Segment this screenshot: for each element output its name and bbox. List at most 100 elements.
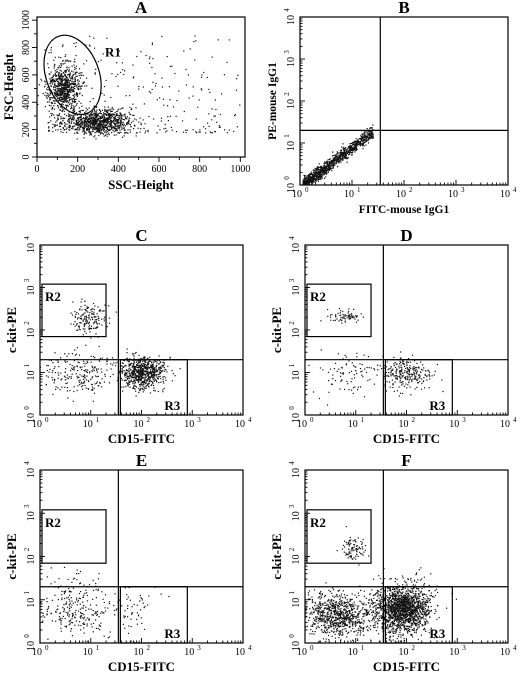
data-point (110, 111, 112, 113)
data-point (82, 82, 84, 85)
data-point (136, 376, 138, 378)
data-point (62, 44, 64, 46)
data-point (50, 112, 52, 115)
data-point (76, 121, 78, 124)
data-point (83, 360, 85, 362)
data-point (307, 177, 309, 179)
data-point (51, 376, 53, 379)
data-point (152, 381, 154, 383)
data-point (369, 135, 371, 137)
data-point (390, 372, 392, 374)
data-point (313, 169, 315, 171)
data-point (60, 372, 62, 374)
data-point (80, 116, 82, 118)
data-point (91, 126, 93, 128)
data-point (363, 354, 365, 356)
data-point (410, 394, 412, 396)
data-point (43, 86, 46, 88)
data-point (187, 74, 189, 76)
data-point (62, 127, 64, 129)
data-point (82, 128, 84, 130)
data-point (149, 371, 151, 373)
data-point (355, 150, 357, 152)
data-point (58, 619, 60, 621)
data-point (56, 93, 58, 95)
data-point (411, 379, 413, 381)
data-point (185, 129, 187, 131)
data-point (59, 97, 61, 99)
data-point (352, 150, 354, 152)
data-point (58, 89, 60, 91)
data-point (388, 372, 390, 374)
data-point (361, 143, 364, 145)
data-point (339, 150, 341, 152)
data-point (89, 115, 91, 117)
data-point (133, 380, 136, 382)
data-point (143, 380, 145, 382)
data-point (85, 379, 88, 381)
data-point (77, 94, 79, 96)
data-point (343, 150, 345, 152)
data-point (127, 132, 129, 134)
data-point (374, 369, 376, 371)
data-point (59, 106, 62, 108)
data-point (68, 598, 70, 600)
data-point (409, 373, 411, 375)
data-point (108, 122, 110, 125)
data-point (371, 132, 373, 135)
data-point (84, 317, 86, 320)
data-point (70, 323, 72, 325)
data-point (103, 119, 105, 121)
data-point (65, 98, 67, 100)
data-point (110, 121, 112, 123)
data-point (132, 364, 135, 366)
data-point (130, 364, 132, 366)
data-point (344, 314, 346, 316)
data-point (74, 366, 76, 368)
data-point (60, 75, 62, 77)
data-point (100, 120, 102, 122)
data-point (59, 123, 61, 125)
data-point (101, 324, 103, 326)
data-point (409, 367, 411, 369)
data-point (322, 172, 324, 174)
data-point (67, 92, 69, 94)
data-point (71, 365, 73, 367)
data-point (96, 130, 98, 133)
data-point (121, 605, 123, 607)
data-point (96, 106, 98, 108)
data-point (414, 372, 416, 374)
data-point (335, 362, 337, 364)
data-point (82, 116, 85, 119)
data-point (350, 149, 352, 151)
data-point (57, 599, 59, 601)
data-point (151, 362, 153, 364)
data-point (98, 385, 100, 387)
data-point (73, 323, 75, 325)
data-point (85, 619, 87, 621)
data-point (48, 104, 50, 106)
data-point (95, 316, 97, 318)
data-point (49, 97, 51, 99)
data-point (307, 175, 309, 177)
data-point (120, 131, 122, 133)
data-point (84, 123, 86, 125)
data-point (67, 611, 69, 613)
data-point (83, 627, 85, 629)
data-point (59, 388, 61, 391)
data-point (76, 365, 78, 367)
panel-label: D (400, 226, 412, 245)
data-point (120, 365, 122, 367)
data-point (57, 100, 60, 102)
data-point (68, 84, 70, 86)
data-point (99, 115, 101, 117)
data-point (126, 372, 128, 374)
data-point (155, 371, 157, 373)
data-point (312, 391, 315, 393)
data-point (400, 362, 402, 364)
data-point (316, 176, 318, 178)
data-point (325, 168, 327, 170)
data-point (340, 158, 342, 160)
data-point (138, 378, 140, 381)
data-point (119, 71, 122, 73)
